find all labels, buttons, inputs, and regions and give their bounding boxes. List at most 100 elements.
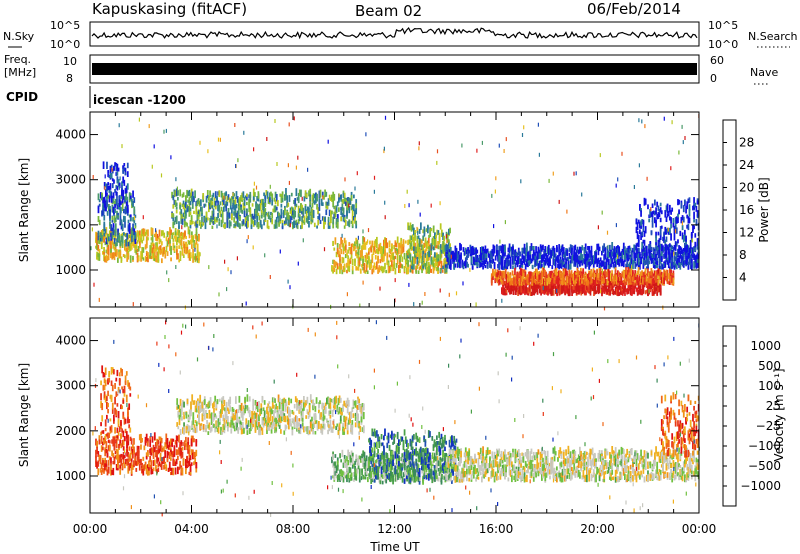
data-cell (110, 233, 113, 241)
data-cell (438, 236, 441, 243)
data-cell (566, 270, 568, 277)
data-cell (380, 249, 383, 254)
data-cell (373, 240, 376, 247)
data-cell (107, 253, 110, 261)
data-cell (651, 271, 654, 279)
data-cell (642, 220, 645, 228)
data-cell (391, 260, 393, 267)
data-cell (423, 232, 426, 237)
data-cell (588, 250, 591, 258)
data-cell (196, 202, 199, 207)
data-cell (115, 191, 118, 196)
data-cell (654, 261, 656, 266)
data-cell (597, 289, 600, 295)
data-cell (184, 250, 186, 254)
data-cell (132, 200, 134, 208)
data-cell (583, 273, 586, 281)
data-cell (400, 246, 403, 254)
data-cell (362, 266, 364, 271)
data-speck (674, 229, 677, 234)
data-cell (338, 207, 340, 212)
data-cell (519, 278, 522, 285)
data-cell (123, 209, 125, 214)
data-cell (567, 257, 570, 263)
data-cell (177, 189, 179, 196)
data-cell (192, 236, 194, 242)
data-cell (110, 196, 113, 203)
data-cell (686, 244, 689, 253)
data-cell (285, 195, 287, 200)
data-cell (466, 261, 468, 266)
data-cell (122, 193, 125, 200)
data-cell (180, 231, 183, 236)
data-cell (422, 254, 425, 261)
data-cell (196, 223, 199, 228)
data-cell (105, 441, 108, 449)
data-cell (409, 235, 412, 244)
data-cell (304, 205, 307, 212)
data-cell (642, 251, 645, 257)
data-cell (130, 243, 133, 250)
data-cell (645, 256, 648, 265)
data-cell (610, 254, 612, 261)
data-cell (663, 254, 665, 259)
data-cell (496, 275, 499, 284)
data-cell (301, 204, 303, 211)
data-cell (652, 210, 655, 215)
data-cell (596, 243, 599, 250)
data-cell (572, 257, 574, 261)
data-cell (348, 219, 351, 228)
data-cell (176, 245, 178, 252)
data-cell (176, 236, 178, 240)
data-cell (642, 289, 645, 294)
data-cell (673, 265, 676, 270)
data-cell (514, 287, 517, 295)
data-cell (192, 256, 194, 263)
data-cell (185, 242, 187, 248)
data-cell (287, 219, 290, 226)
data-cell (452, 259, 454, 264)
data-cell (95, 438, 97, 446)
data-cell (664, 248, 667, 254)
data-cell (522, 255, 525, 263)
data-speck (439, 268, 441, 273)
data-speck (455, 291, 458, 296)
data-cell (247, 219, 249, 228)
data-cell (226, 211, 229, 217)
data-speck (236, 256, 238, 261)
data-cell (355, 223, 358, 229)
data-speck (491, 193, 493, 198)
data-cell (127, 226, 130, 232)
data-cell (619, 287, 622, 294)
data-cell (106, 453, 109, 458)
data-cell (186, 204, 188, 209)
data-cell (117, 257, 119, 263)
data-cell (557, 285, 560, 289)
data-cell (655, 246, 657, 251)
data-cell (564, 255, 566, 260)
data-cell (490, 264, 492, 269)
data-cell (421, 260, 423, 267)
data-cell (589, 253, 592, 257)
data-speck (166, 270, 168, 275)
data-cell (134, 233, 137, 239)
data-cell (570, 276, 573, 284)
data-cell (235, 212, 238, 219)
data-cell (530, 258, 533, 264)
data-cell (203, 203, 206, 208)
data-cell (249, 207, 252, 211)
data-cell (145, 257, 148, 262)
data-cell (371, 268, 374, 275)
data-cell (533, 285, 536, 293)
data-cell (342, 192, 345, 198)
data-cell (288, 195, 291, 202)
data-cell (507, 255, 510, 260)
data-cell (264, 208, 267, 215)
data-cell (422, 235, 425, 241)
data-cell (608, 292, 610, 296)
data-cell (264, 199, 267, 205)
data-cell (156, 255, 159, 263)
data-cell (593, 285, 595, 292)
data-cell (633, 252, 636, 259)
data-cell (696, 252, 699, 258)
